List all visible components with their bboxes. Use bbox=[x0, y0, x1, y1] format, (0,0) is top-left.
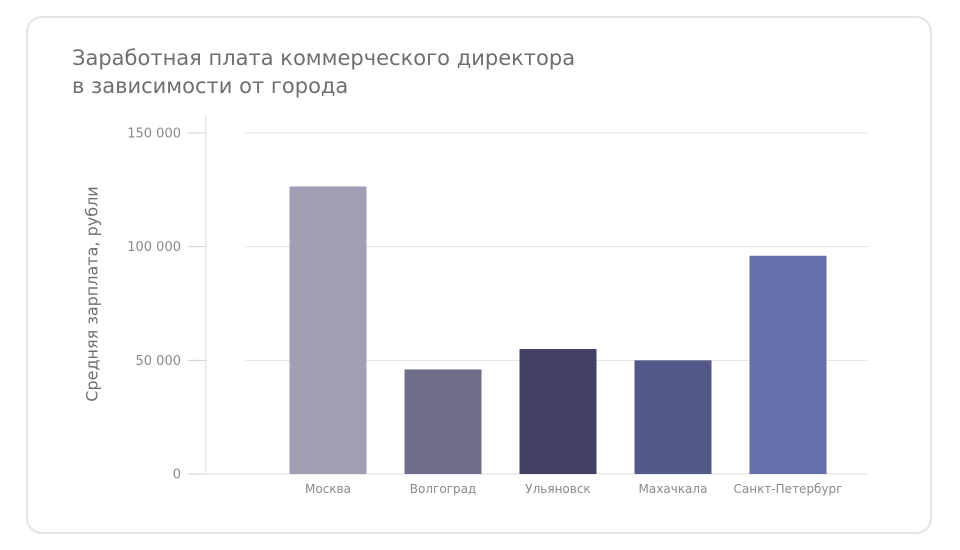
bar-5 bbox=[750, 256, 827, 474]
x-tick-label: Махачкала bbox=[639, 482, 708, 496]
y-tick-label: 0 bbox=[173, 468, 181, 483]
bar-4 bbox=[635, 360, 712, 474]
x-tick-label: Москва bbox=[305, 482, 351, 496]
bar-1 bbox=[290, 186, 367, 474]
y-tick-label: 100 000 bbox=[127, 240, 181, 255]
y-tick-label: 50 000 bbox=[136, 354, 182, 369]
x-tick-label: Волгоград bbox=[410, 482, 476, 496]
y-tick-label: 150 000 bbox=[127, 127, 181, 142]
bar-3 bbox=[520, 349, 597, 474]
x-tick-label: Санкт-Петербург bbox=[734, 482, 843, 496]
x-tick-label: Ульяновск bbox=[525, 482, 590, 496]
bar-2 bbox=[405, 369, 482, 474]
